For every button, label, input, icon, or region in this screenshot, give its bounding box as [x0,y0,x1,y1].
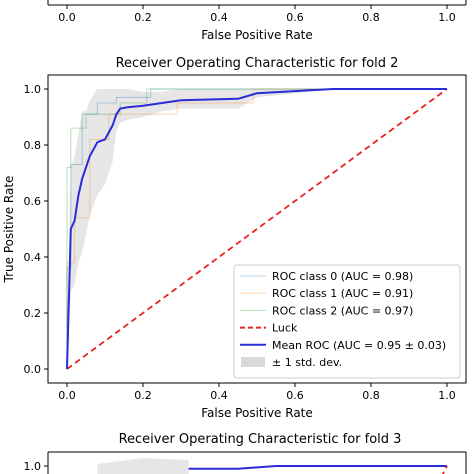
fold2-y-tick-label: 0.2 [24,307,42,320]
luck-line [66,88,448,370]
roc-class-1-line [66,88,447,369]
top-x-tick-label: 0.2 [134,11,152,24]
fold3-y-tick-label: 1.0 [24,460,42,473]
fold2-y-tick-label: 0.0 [24,363,42,376]
legend-roc-class-2: ROC class 2 (AUC = 0.97) [240,304,413,317]
legend-std-dev: ± 1 std. dev. [241,356,342,369]
fold2-y-axis-label: True Positive Rate [2,176,16,284]
fold2-x-axis-label: False Positive Rate [201,406,313,420]
top-x-tick-label: 0.8 [362,11,380,24]
top-chart-panel: 0.0 0.2 0.4 0.6 0.8 1.0 False Positive Rate [47,0,467,42]
fold3-luck-line [441,465,448,474]
fold2-x-tick-label: 1.0 [438,389,456,402]
legend-roc-class-0: ROC class 0 (AUC = 0.98) [240,270,413,283]
legend-label: ROC class 0 (AUC = 0.98) [272,270,413,283]
legend-mean-roc: Mean ROC (AUC = 0.95 ± 0.03) [240,339,446,352]
fold2-y-tick-label: 1.0 [24,83,42,96]
fold2-y-tick-label: 0.8 [24,139,42,152]
fold2-chart-panel: Receiver Operating Characteristic for fo… [2,56,467,420]
fold2-x-tick-label: 0.4 [210,389,228,402]
roc-class-2-line [66,88,447,369]
legend-luck: Luck [240,322,298,335]
fold2-y-ticks: 0.0 0.2 0.4 0.6 0.8 1.0 [24,83,48,376]
top-x-axis-label: False Positive Rate [201,28,313,42]
fold2-x-ticks: 0.0 0.2 0.4 0.6 0.8 1.0 [58,383,456,402]
legend-roc-class-1: ROC class 1 (AUC = 0.91) [240,287,413,300]
roc-class-0-line [66,88,447,369]
fold3-chart-panel: Receiver Operating Characteristic for fo… [24,432,467,474]
top-x-tick-label: 0.4 [210,11,228,24]
legend-label: ROC class 2 (AUC = 0.97) [272,304,413,317]
fold2-y-tick-label: 0.4 [24,251,42,264]
legend-label: ± 1 std. dev. [272,356,342,369]
fold3-y-ticks: 1.0 [24,460,48,473]
fold3-std-dev-band [97,458,189,474]
fold2-x-tick-label: 0.6 [286,389,304,402]
fold2-axes-frame [47,74,467,384]
fold3-mean-roc-line [188,465,447,470]
fold3-chart-title: Receiver Operating Characteristic for fo… [119,432,402,447]
fold2-legend: ROC class 0 (AUC = 0.98) ROC class 1 (AUC… [233,264,461,379]
std-dev-band [67,89,447,369]
fold2-chart-title: Receiver Operating Characteristic for fo… [116,56,399,71]
top-x-tick-label: 1.0 [438,11,456,24]
fold2-y-tick-label: 0.6 [24,195,42,208]
mean-roc-line [66,88,447,370]
top-x-ticks: 0.0 0.2 0.4 0.6 0.8 1.0 [58,5,456,24]
fold2-x-tick-label: 0.2 [134,389,152,402]
legend-label: Mean ROC (AUC = 0.95 ± 0.03) [272,339,446,352]
fold2-plot-area [66,88,448,370]
legend-box [233,264,461,379]
fold2-x-tick-label: 0.8 [362,389,380,402]
top-x-tick-label: 0.6 [286,11,304,24]
fold3-plot-area [97,458,448,474]
top-x-tick-label: 0.0 [58,11,76,24]
legend-swatch [241,357,265,367]
legend-label: ROC class 1 (AUC = 0.91) [272,287,413,300]
fold2-x-tick-label: 0.0 [58,389,76,402]
legend-label: Luck [272,322,298,335]
